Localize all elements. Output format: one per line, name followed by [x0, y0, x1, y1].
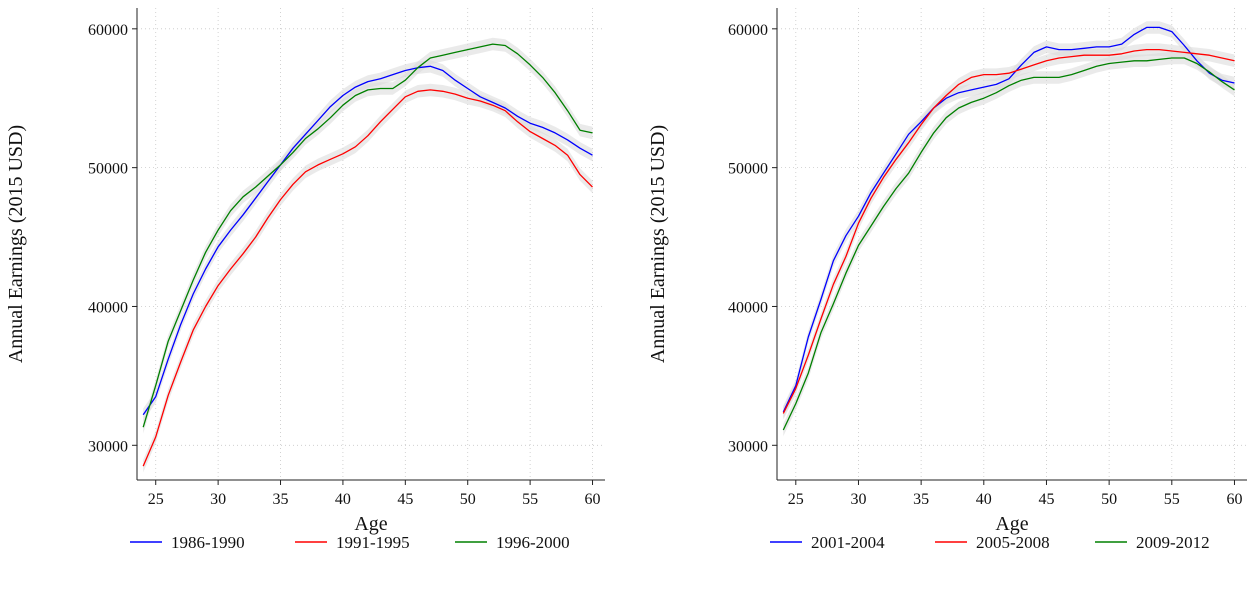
x-tick-label: 40: [976, 491, 992, 508]
x-tick-label: 30: [850, 491, 866, 508]
y-tick-label: 60000: [88, 22, 128, 39]
legend-label: 2009-2012: [1136, 533, 1210, 552]
legend-label: 1991-1995: [336, 533, 410, 552]
y-axis-title: Annual Earnings (2015 USD): [647, 125, 669, 363]
chart-panel-1: 25 30 35 40 45 50 55 60 30000 40000 50000 60000 Age A…: [5, 8, 605, 552]
y-tick-label: 30000: [88, 438, 128, 455]
legend-label: 2005-2008: [976, 533, 1050, 552]
x-tick-label: 40: [335, 491, 351, 508]
chart-panel-2: 25 30 35 40 45 50 55 60 30000 40000 50000 60000 Age A…: [647, 8, 1247, 552]
x-tick-label: 25: [148, 491, 164, 508]
legend-label: 2001-2004: [811, 533, 885, 552]
y-tick-label: 60000: [728, 22, 768, 39]
series-line-1996-2000: [142, 43, 593, 428]
y-tick-label: 50000: [88, 161, 128, 178]
series-line-2009-2012: [782, 57, 1235, 431]
series-line-1991-1995: [142, 89, 593, 467]
confidence-band-1991-1995: [143, 83, 593, 473]
y-tick-label: 40000: [728, 299, 768, 316]
series-line-2001-2004: [782, 26, 1235, 413]
x-tick-label: 30: [210, 491, 226, 508]
x-axis-title: Age: [354, 513, 387, 535]
y-tick-label: 50000: [728, 161, 768, 178]
confidence-band-1996-2000: [143, 37, 593, 434]
x-tick-label: 50: [460, 491, 476, 508]
x-tick-label: 55: [522, 491, 538, 508]
x-tick-label: 35: [273, 491, 289, 508]
legend-label: 1986-1990: [171, 533, 245, 552]
series-line-2005-2008: [782, 48, 1235, 414]
x-tick-label: 55: [1164, 491, 1180, 508]
x-tick-label: 45: [1038, 491, 1054, 508]
x-tick-label: 60: [585, 491, 601, 508]
x-tick-label: 25: [788, 491, 804, 508]
y-tick-label: 40000: [88, 299, 128, 316]
y-tick-label: 30000: [728, 438, 768, 455]
legend-label: 1996-2000: [496, 533, 570, 552]
x-tick-label: 35: [913, 491, 929, 508]
x-tick-label: 50: [1101, 491, 1117, 508]
series-line-1986-1990: [142, 65, 593, 416]
x-tick-label: 60: [1226, 491, 1242, 508]
x-axis-title: Age: [995, 513, 1028, 535]
y-axis-title: Annual Earnings (2015 USD): [5, 125, 27, 363]
x-tick-label: 45: [397, 491, 413, 508]
